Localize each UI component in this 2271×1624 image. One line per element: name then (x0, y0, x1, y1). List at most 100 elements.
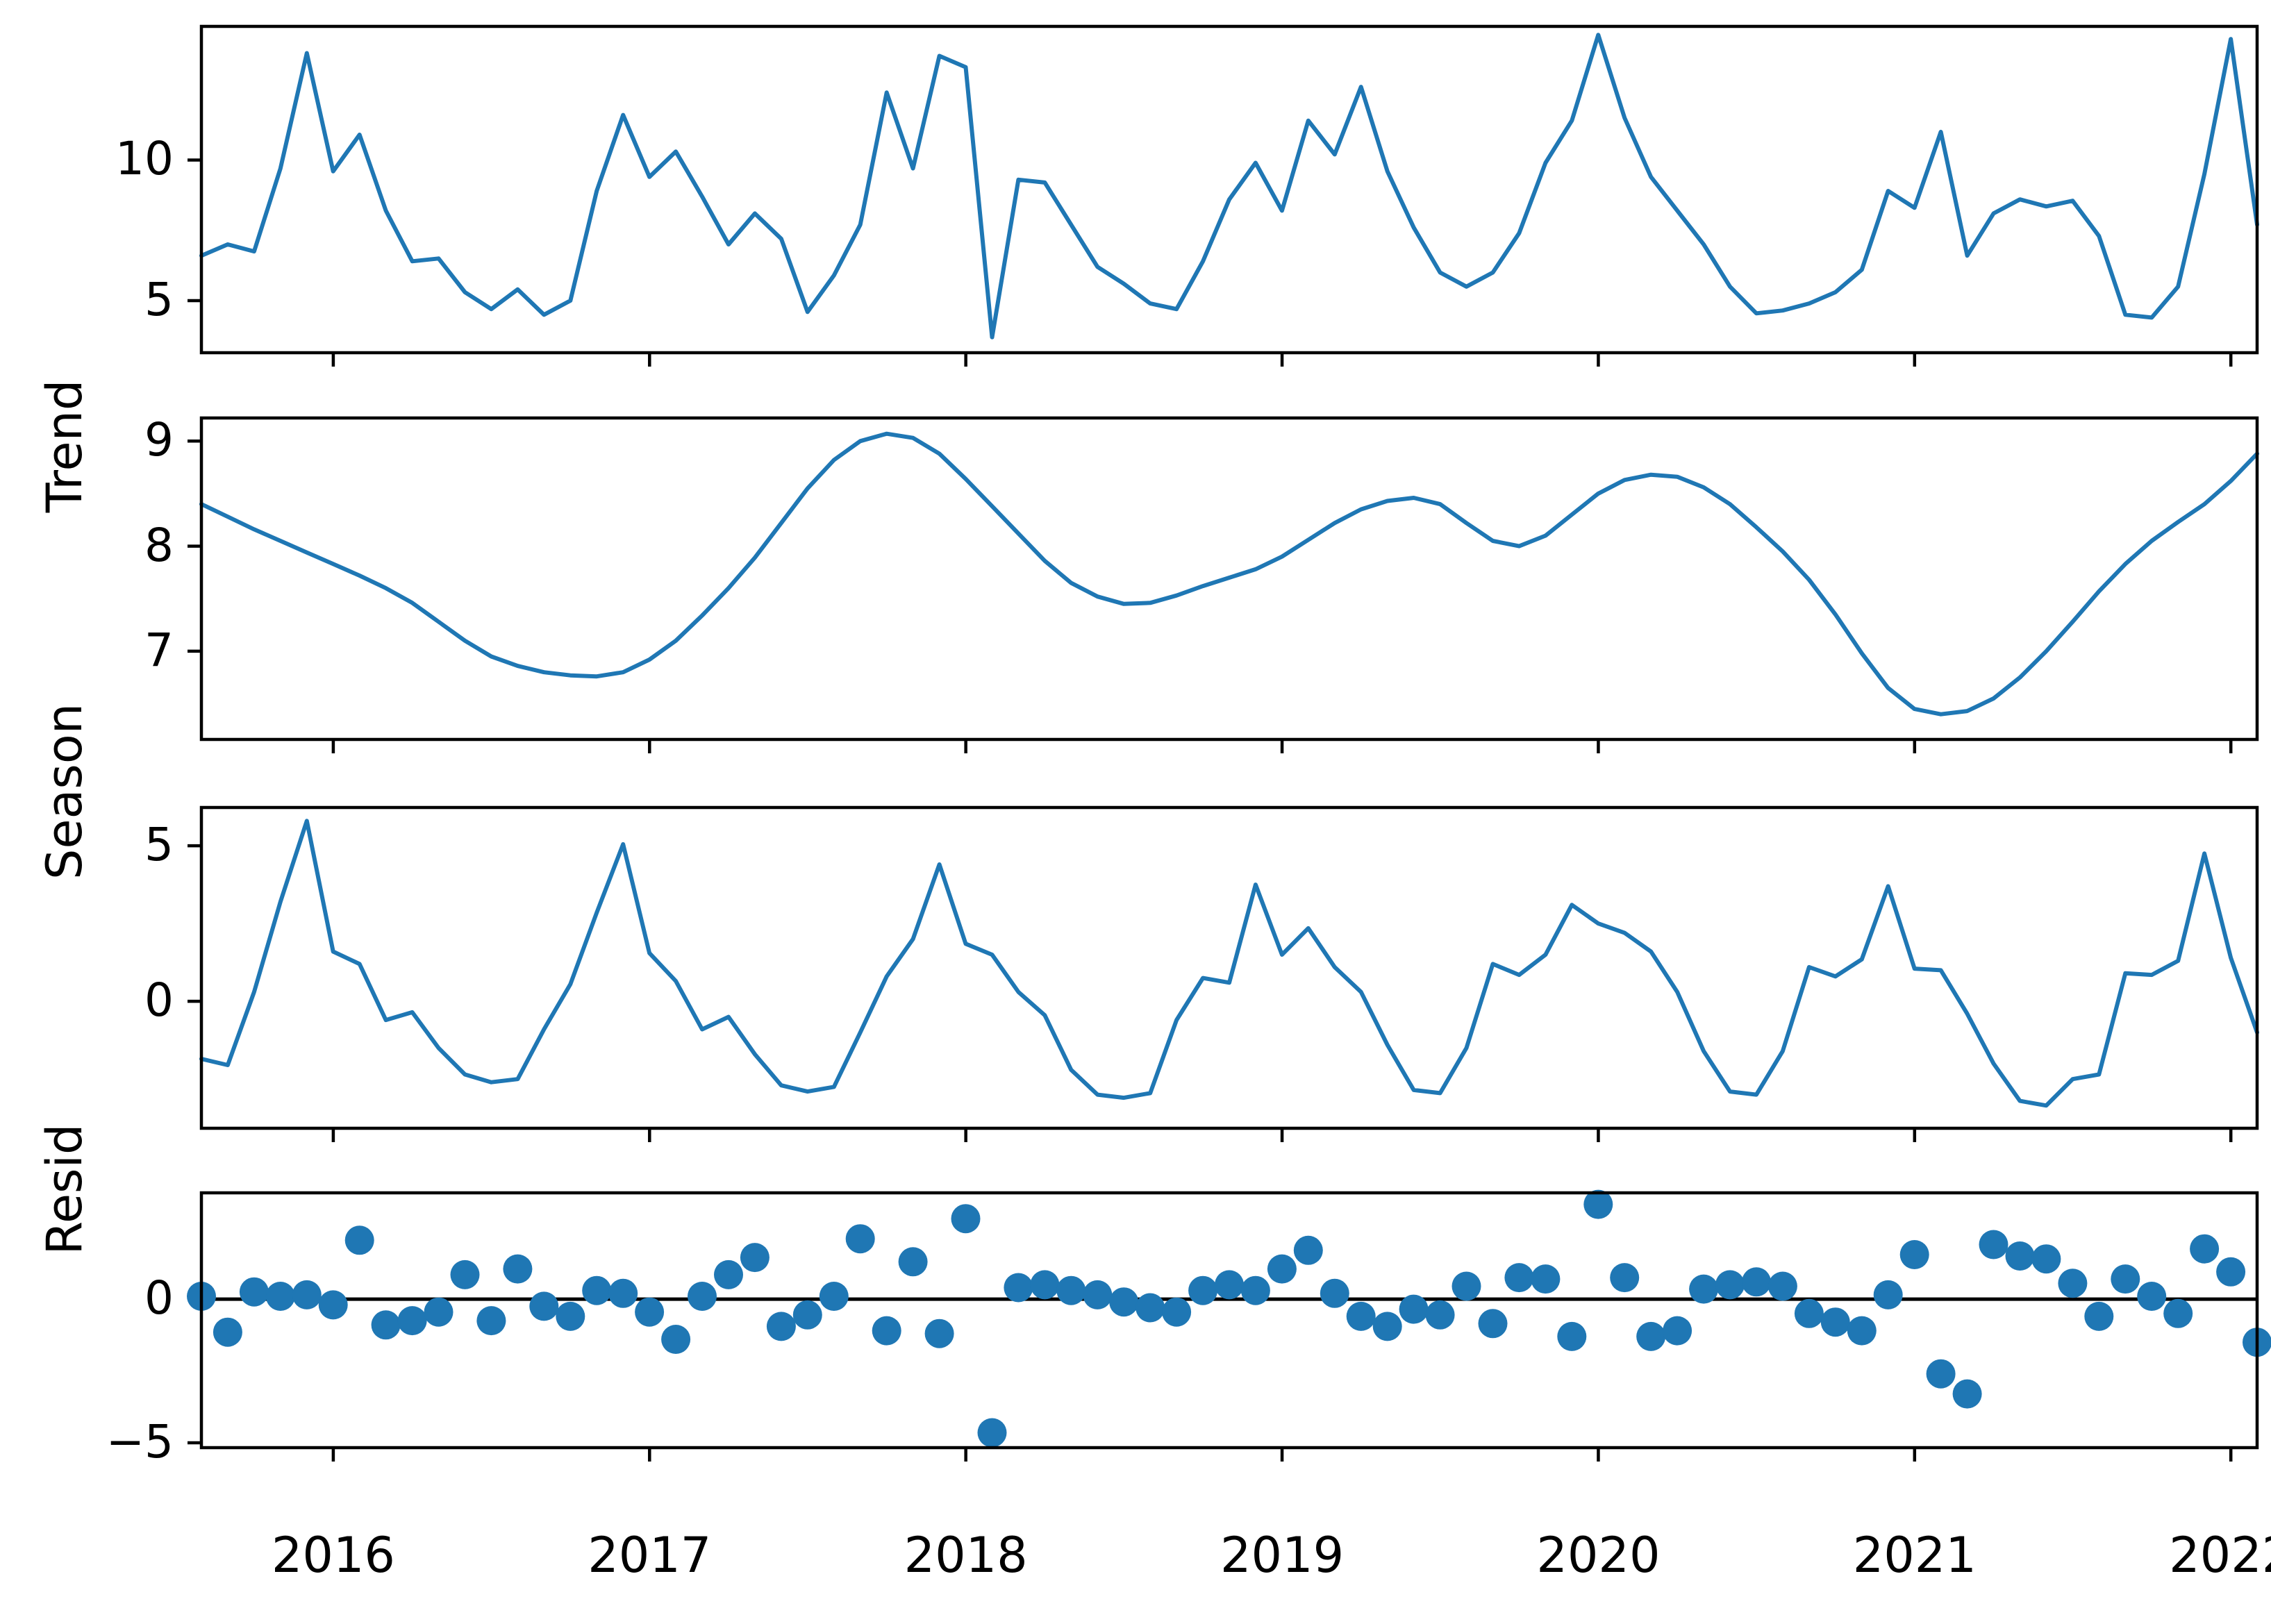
resid-point (2111, 1264, 2140, 1294)
resid-point (661, 1325, 691, 1354)
season-plot (188, 805, 2259, 1142)
resid-points (187, 1189, 2271, 1448)
xtick-label-2019: 2019 (1220, 1527, 1345, 1584)
observed-plot (188, 24, 2259, 367)
resid-point (1663, 1316, 1692, 1346)
resid-point (265, 1282, 295, 1311)
xtick-label-2016: 2016 (271, 1527, 395, 1584)
resid-point (1952, 1379, 1982, 1409)
resid-point (1478, 1309, 1508, 1339)
resid-plot (187, 1189, 2271, 1462)
resid-point (2137, 1282, 2167, 1311)
resid-point (1267, 1254, 1297, 1284)
resid-point (1425, 1300, 1455, 1330)
resid-point (1794, 1298, 1824, 1328)
trend-ytick-label: 9 (144, 413, 174, 467)
resid-point (924, 1319, 954, 1348)
resid-point (1504, 1263, 1534, 1293)
resid-ytick-label: 0 (144, 1271, 174, 1325)
resid-point (2084, 1301, 2114, 1331)
resid-point (977, 1418, 1007, 1448)
resid-point (951, 1204, 981, 1234)
observed-line (199, 33, 2259, 340)
resid-point (1188, 1275, 1218, 1305)
resid-point (1583, 1189, 1613, 1219)
resid-point (1136, 1293, 1165, 1323)
resid-point (1215, 1270, 1244, 1300)
resid-point (1873, 1280, 1903, 1309)
resid-point (1109, 1287, 1139, 1317)
trend-line (199, 431, 2259, 717)
resid-point (1689, 1274, 1719, 1304)
resid-point (845, 1224, 875, 1254)
resid-point (424, 1297, 454, 1327)
resid-point (688, 1282, 717, 1311)
resid-point (1240, 1275, 1270, 1305)
resid-point (1899, 1240, 1929, 1269)
resid-point (1293, 1235, 1323, 1265)
season-ytick-label: 0 (144, 973, 174, 1028)
resid-point (213, 1317, 242, 1347)
xtick-label-2017: 2017 (588, 1527, 712, 1584)
resid-point (318, 1290, 348, 1320)
resid-ytick-label: −5 (106, 1414, 174, 1468)
xtick-label-2018: 2018 (904, 1527, 1028, 1584)
resid-point (582, 1275, 612, 1305)
resid-point (2005, 1241, 2035, 1271)
resid-point (714, 1259, 743, 1289)
resid-axes-frame (199, 1191, 2259, 1450)
resid-point (344, 1225, 374, 1255)
resid-point (1715, 1270, 1745, 1300)
xtick-label-2021: 2021 (1852, 1527, 1977, 1584)
resid-point (2190, 1234, 2220, 1264)
resid-point (476, 1306, 506, 1336)
trend-ytick-label: 8 (144, 518, 174, 572)
resid-point (1636, 1321, 1666, 1351)
resid-point (371, 1310, 401, 1340)
resid-point (450, 1259, 480, 1289)
trend-plot (188, 416, 2259, 753)
resid-point (635, 1297, 665, 1327)
resid-point (608, 1278, 638, 1308)
resid-point (1979, 1230, 2008, 1259)
observed-panel: 10 5 (115, 24, 2259, 367)
resid-point (1610, 1263, 1640, 1293)
resid-point (556, 1301, 585, 1331)
resid-point (1399, 1294, 1429, 1324)
ylabel-resid: Resid (36, 1123, 93, 1255)
resid-point (1346, 1301, 1376, 1331)
resid-point (1030, 1270, 1060, 1300)
resid-point (766, 1312, 796, 1341)
resid-point (740, 1243, 770, 1273)
resid-point (1083, 1280, 1113, 1309)
season-axes-frame (199, 805, 2259, 1130)
resid-point (239, 1277, 269, 1307)
resid-point (819, 1282, 849, 1311)
resid-point (1820, 1307, 1850, 1337)
season-ytick-label: 5 (144, 818, 174, 872)
resid-point (397, 1306, 427, 1336)
xtick-label-2022: 2022 (2169, 1527, 2271, 1584)
resid-point (1557, 1321, 1587, 1351)
resid-point (1372, 1312, 1402, 1341)
resid-point (2216, 1257, 2246, 1287)
resid-point (2058, 1269, 2088, 1298)
resid-point (1056, 1275, 1086, 1305)
season-line (199, 819, 2259, 1108)
resid-point (1531, 1264, 1561, 1294)
trend-axes-frame (199, 416, 2259, 742)
observed-ytick-label: 10 (115, 132, 174, 186)
resid-point (1162, 1297, 1192, 1327)
resid-point (1451, 1271, 1481, 1301)
resid-point (1926, 1359, 1956, 1389)
resid-point (2031, 1244, 2061, 1274)
resid-point (2163, 1298, 2193, 1328)
resid-point (1004, 1273, 1033, 1303)
resid-point (503, 1254, 533, 1284)
observed-axes-frame (199, 24, 2259, 355)
trend-ytick-label: 7 (144, 623, 174, 677)
resid-point (792, 1300, 822, 1330)
resid-point (1320, 1278, 1349, 1308)
resid-point (898, 1247, 928, 1277)
